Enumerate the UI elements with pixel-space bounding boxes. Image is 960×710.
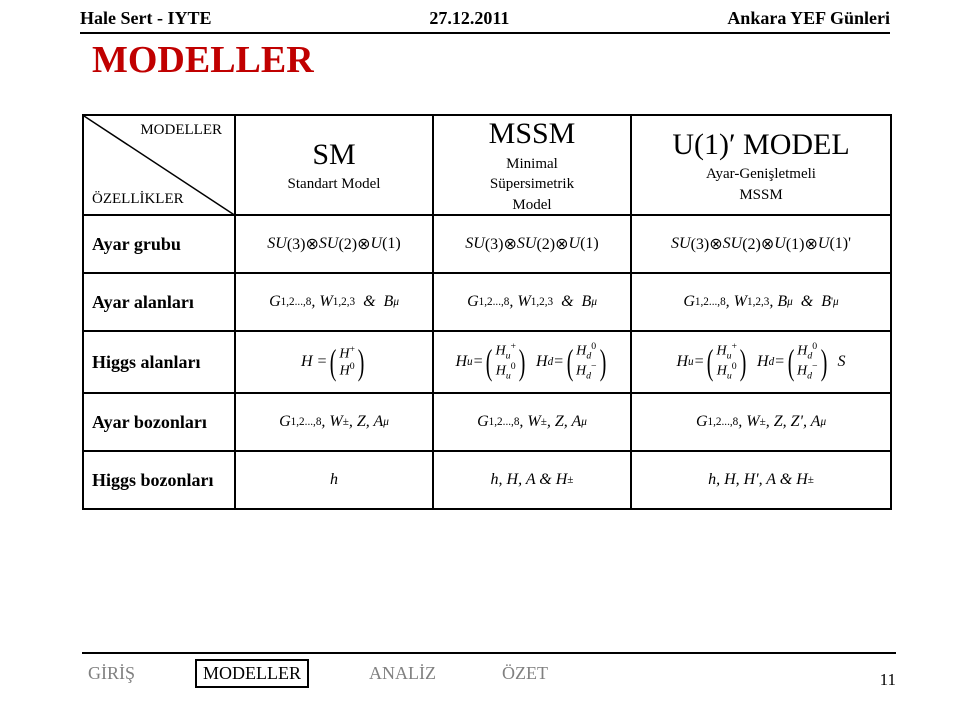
col-header-sm: SM Standart Model xyxy=(236,116,434,216)
page-title: MODELLER xyxy=(92,38,314,82)
col-title-mssm: MSSM xyxy=(489,115,576,153)
row-label-ayar-grubu: Ayar grubu xyxy=(84,216,236,274)
col-subtitle-sm: Standart Model xyxy=(288,175,381,194)
cell-sm-higgs-alanlari: H = (H+H0) xyxy=(236,332,434,394)
table-row: Ayar grubu SU(3)⊗SU(2)⊗U(1) SU(3)⊗SU(2)⊗… xyxy=(84,216,890,274)
table-row: Higgs alanları H = (H+H0) Hu = (Hu+Hu0) … xyxy=(84,332,890,394)
footer-rule xyxy=(82,652,896,654)
table-row: Ayar bozonları G1,2...,8, W±, Z, Aμ G1,2… xyxy=(84,394,890,452)
col-subtitle-u1-2: MSSM xyxy=(739,186,782,205)
nav-item-analiz[interactable]: ANALİZ xyxy=(363,661,442,686)
col-title-sm: SM xyxy=(312,136,355,174)
header-left: Hale Sert - IYTE xyxy=(80,8,211,29)
cell-u1-ayar-grubu: SU(3)⊗SU(2)⊗U(1)⊗U(1)' xyxy=(632,216,890,274)
corner-bottom-label: ÖZELLİKLER xyxy=(92,191,184,208)
row-label-higgs-alanlari: Higgs alanları xyxy=(84,332,236,394)
col-subtitle-u1-1: Ayar-Genişletmeli xyxy=(706,165,816,184)
col-subtitle-mssm-3: Model xyxy=(512,196,551,215)
footer-nav: GİRİŞ MODELLER ANALİZ ÖZET xyxy=(82,659,554,688)
col-title-u1: U(1)′ MODEL xyxy=(672,126,849,164)
col-header-mssm: MSSM Minimal Süpersimetrik Model xyxy=(434,116,632,216)
row-label-ayar-bozonlari: Ayar bozonları xyxy=(84,394,236,452)
nav-item-ozet[interactable]: ÖZET xyxy=(496,661,554,686)
col-header-u1: U(1)′ MODEL Ayar-Genişletmeli MSSM xyxy=(632,116,890,216)
row-label-ayar-alanlari: Ayar alanları xyxy=(84,274,236,332)
page-number: 11 xyxy=(880,670,896,690)
models-table: MODELLER ÖZELLİKLER SM Standart Model MS… xyxy=(82,114,892,510)
cell-u1-higgs-bozonlari: h, H, H', A & H± xyxy=(632,452,890,510)
cell-u1-ayar-alanlari: G1,2...,8, W1,2,3, Bμ & B'μ xyxy=(632,274,890,332)
header-center: 27.12.2011 xyxy=(429,8,509,29)
cell-mssm-higgs-bozonlari: h, H, A & H± xyxy=(434,452,632,510)
cell-u1-ayar-bozonlari: G1,2...,8, W±, Z, Z', Aμ xyxy=(632,394,890,452)
table-row: Ayar alanları G1,2...,8, W1,2,3 & Bμ G1,… xyxy=(84,274,890,332)
table-header-row: MODELLER ÖZELLİKLER SM Standart Model MS… xyxy=(84,116,890,216)
cell-sm-higgs-bozonlari: h xyxy=(236,452,434,510)
cell-mssm-ayar-bozonlari: G1,2...,8, W±, Z, Aμ xyxy=(434,394,632,452)
col-subtitle-mssm-1: Minimal xyxy=(506,155,558,174)
corner-top-label: MODELLER xyxy=(140,122,222,139)
corner-cell: MODELLER ÖZELLİKLER xyxy=(84,116,236,216)
cell-sm-ayar-bozonlari: G1,2...,8, W±, Z, Aμ xyxy=(236,394,434,452)
slide-header: Hale Sert - IYTE 27.12.2011 Ankara YEF G… xyxy=(80,8,890,29)
cell-mssm-ayar-grubu: SU(3)⊗SU(2)⊗U(1) xyxy=(434,216,632,274)
row-label-higgs-bozonlari: Higgs bozonları xyxy=(84,452,236,510)
nav-item-giris[interactable]: GİRİŞ xyxy=(82,661,141,686)
cell-sm-ayar-grubu: SU(3)⊗SU(2)⊗U(1) xyxy=(236,216,434,274)
header-right: Ankara YEF Günleri xyxy=(727,8,890,29)
cell-mssm-ayar-alanlari: G1,2...,8, W1,2,3 & Bμ xyxy=(434,274,632,332)
table-row: Higgs bozonları h h, H, A & H± h, H, H',… xyxy=(84,452,890,510)
cell-u1-higgs-alanlari: Hu = (Hu+Hu0) Hd = (Hd0Hd−) S xyxy=(632,332,890,394)
cell-mssm-higgs-alanlari: Hu = (Hu+Hu0) Hd = (Hd0Hd−) xyxy=(434,332,632,394)
cell-sm-ayar-alanlari: G1,2...,8, W1,2,3 & Bμ xyxy=(236,274,434,332)
header-underline xyxy=(80,32,890,34)
nav-item-modeller[interactable]: MODELLER xyxy=(195,659,309,688)
col-subtitle-mssm-2: Süpersimetrik xyxy=(490,175,574,194)
